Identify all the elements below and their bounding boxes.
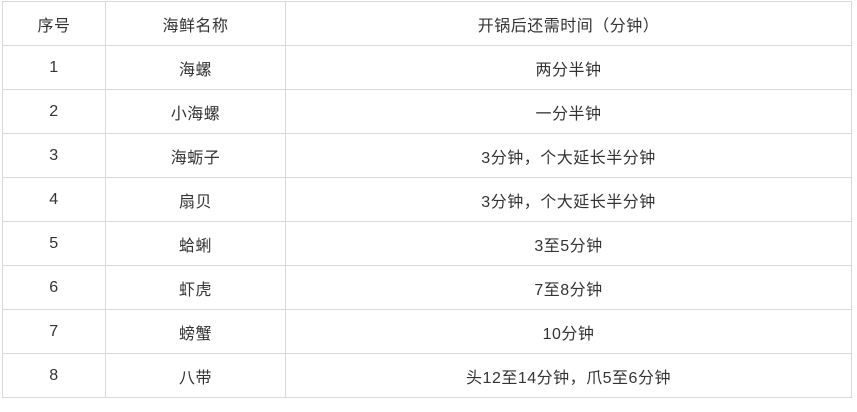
table-body: 1 海螺 两分半钟 2 小海螺 一分半钟 3 海蛎子 3分钟，个大延长半分钟 4 扇贝 3分钟，个大延…: [2, 45, 852, 398]
table-row: 2 小海螺 一分半钟: [2, 89, 852, 134]
table-row: 1 海螺 两分半钟: [2, 45, 852, 90]
header-col-index: 序号: [2, 1, 106, 46]
table-row: 7 螃蟹 10分钟: [2, 309, 852, 354]
table-row: 8 八带 头12至14分钟，爪5至6分钟: [2, 353, 852, 398]
header-row: 序号 海鲜名称 开锅后还需时间（分钟）: [2, 1, 852, 46]
cell-seafood-name: 扇贝: [105, 177, 286, 222]
table-row: 6 虾虎 7至8分钟: [2, 265, 852, 310]
cell-seafood-name: 螃蟹: [105, 309, 286, 354]
cell-row-index: 7: [2, 309, 106, 354]
cell-cook-time: 3至5分钟: [285, 221, 852, 266]
seafood-cooking-time-table: 序号 海鲜名称 开锅后还需时间（分钟） 1 海螺 两分半钟 2 小海螺 一分半钟 3 海蛎子 3…: [2, 1, 852, 398]
cell-cook-time: 头12至14分钟，爪5至6分钟: [285, 353, 852, 398]
cell-seafood-name: 八带: [105, 353, 286, 398]
table-container: 序号 海鲜名称 开锅后还需时间（分钟） 1 海螺 两分半钟 2 小海螺 一分半钟 3 海蛎子 3…: [2, 1, 852, 398]
table-row: 3 海蛎子 3分钟，个大延长半分钟: [2, 133, 852, 178]
cell-cook-time: 10分钟: [285, 309, 852, 354]
table-row: 5 蛤蜊 3至5分钟: [2, 221, 852, 266]
cell-row-index: 2: [2, 89, 106, 134]
cell-row-index: 1: [2, 45, 106, 90]
cell-cook-time: 3分钟，个大延长半分钟: [285, 177, 852, 222]
header-col-seafood-name: 海鲜名称: [105, 1, 286, 46]
cell-seafood-name: 海蛎子: [105, 133, 286, 178]
cell-cook-time: 两分半钟: [285, 45, 852, 90]
cell-cook-time: 3分钟，个大延长半分钟: [285, 133, 852, 178]
cell-cook-time: 一分半钟: [285, 89, 852, 134]
cell-seafood-name: 蛤蜊: [105, 221, 286, 266]
cell-seafood-name: 海螺: [105, 45, 286, 90]
cell-row-index: 4: [2, 177, 106, 222]
header-col-cook-time: 开锅后还需时间（分钟）: [285, 1, 852, 46]
cell-row-index: 3: [2, 133, 106, 178]
cell-seafood-name: 虾虎: [105, 265, 286, 310]
cell-seafood-name: 小海螺: [105, 89, 286, 134]
cell-row-index: 5: [2, 221, 106, 266]
table-row: 4 扇贝 3分钟，个大延长半分钟: [2, 177, 852, 222]
cell-cook-time: 7至8分钟: [285, 265, 852, 310]
cell-row-index: 6: [2, 265, 106, 310]
cell-row-index: 8: [2, 353, 106, 398]
